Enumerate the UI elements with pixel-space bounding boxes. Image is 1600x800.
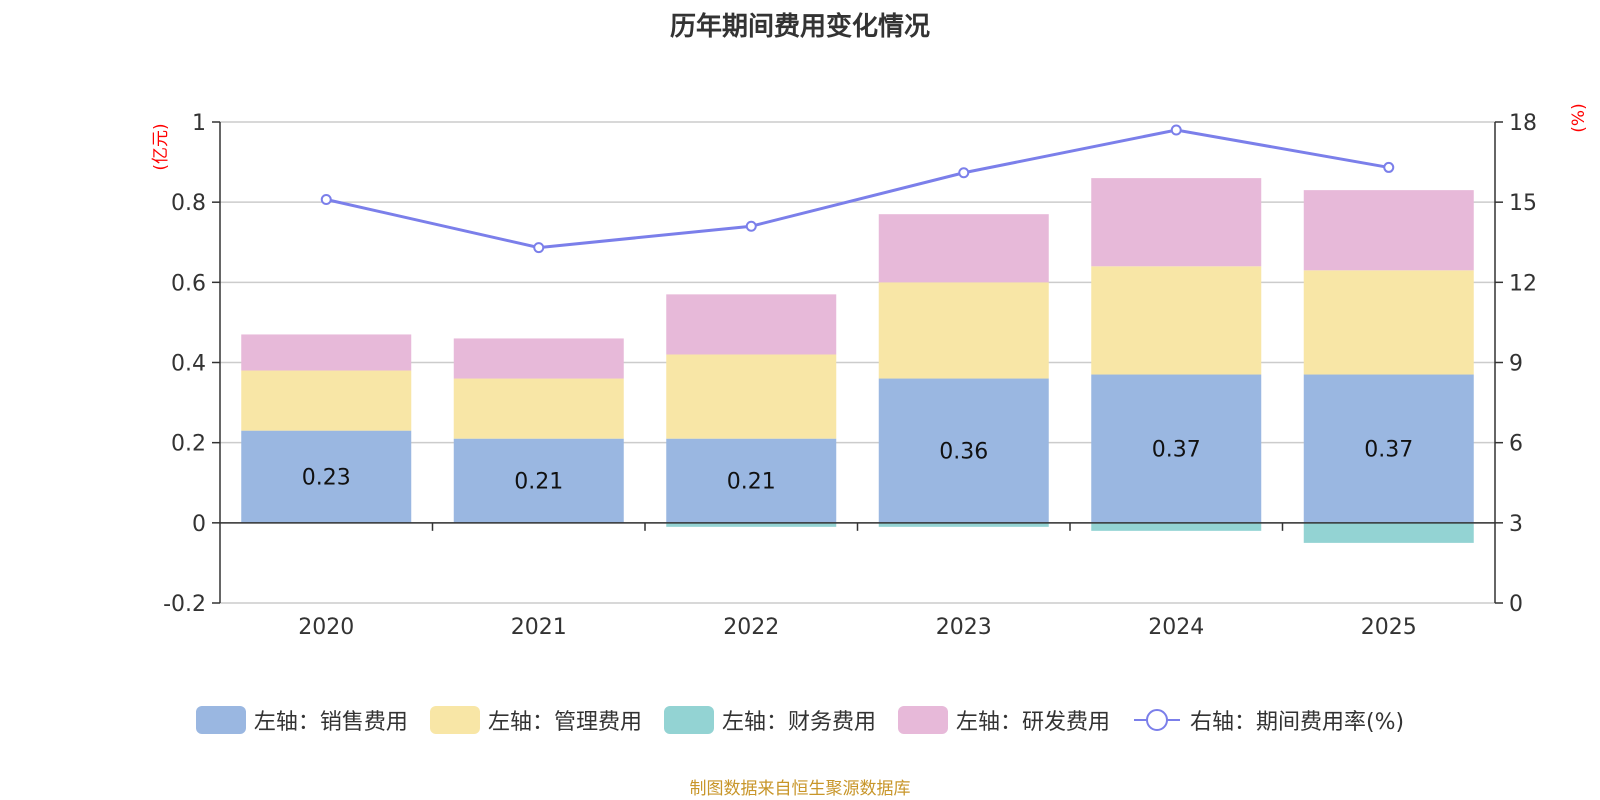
legend-item-finance[interactable]: 左轴：财务费用	[663, 704, 876, 736]
bar-segment-1-2023	[878, 378, 1049, 523]
legend-label-rd: 左轴：研发费用	[955, 710, 1110, 735]
x-axis-tick-label: 2020	[298, 615, 354, 640]
legend-swatch-admin	[429, 706, 480, 734]
bar-segment-4-2024	[1091, 178, 1262, 267]
bar-data-label: 0.37	[1364, 438, 1413, 463]
left-axis-tick-label: 1	[192, 111, 206, 136]
x-axis-tick-label: 2021	[511, 615, 567, 640]
x-axis-tick-label: 2024	[1148, 615, 1204, 640]
bar-segment-1-2020	[241, 430, 412, 523]
right-axis-tick-label: 6	[1509, 432, 1523, 457]
bar-data-label: 0.21	[514, 470, 563, 495]
bar-segment-3-2023	[878, 522, 1049, 527]
x-axis-tick-label: 2022	[723, 615, 779, 640]
bar-data-label: 0.37	[1152, 438, 1201, 463]
bar-segment-3-2025	[1303, 522, 1474, 543]
left-axis-tick-label: 0.6	[171, 271, 206, 296]
bar-segment-2-2025	[1303, 270, 1474, 375]
stacked-bar-line-chart: -0.2 0 0.2 0.4 0.6 0.8 1 0 3 6 9 12 15 18 (亿元) (%) 0.23 0…	[151, 103, 1589, 640]
bar-segment-2-2020	[241, 370, 412, 431]
legend-label-admin: 左轴：管理费用	[487, 710, 642, 735]
left-axis-tick-label: 0.2	[171, 432, 206, 457]
bar-segment-2-2022	[666, 354, 837, 439]
x-axis-tick-label: 2023	[936, 615, 992, 640]
right-axis-tick-label: 9	[1509, 352, 1523, 377]
expense-rate-point-2021	[533, 242, 545, 254]
left-axis-tick-label: 0	[192, 512, 206, 537]
bar-data-label: 0.36	[939, 440, 988, 465]
x-axis-tick-label: 2025	[1361, 615, 1417, 640]
legend-label-finance: 左轴：财务费用	[721, 710, 876, 735]
bar-segment-4-2020	[241, 334, 412, 371]
legend: 左轴：销售费用 左轴：管理费用 左轴：财务费用 左轴：研发费用 右轴：期间费用率…	[0, 704, 1600, 736]
right-axis-tick-label: 15	[1509, 191, 1537, 216]
bar-segment-3-2024	[1091, 522, 1262, 531]
bar-data-label: 0.21	[727, 470, 776, 495]
legend-item-admin[interactable]: 左轴：管理费用	[429, 704, 642, 736]
bar-segment-4-2023	[878, 214, 1049, 283]
bar-segment-4-2025	[1303, 190, 1474, 271]
legend-label-sales: 左轴：销售费用	[253, 710, 408, 735]
bar-segment-1-2025	[1303, 374, 1474, 523]
bar-segment-1-2021	[453, 438, 624, 523]
legend-swatch-rd	[897, 706, 948, 734]
expense-rate-point-2023	[958, 167, 970, 179]
bar-data-label: 0.23	[302, 466, 351, 491]
right-axis-tick-label: 12	[1509, 271, 1537, 296]
legend-line-marker-icon	[1133, 709, 1180, 731]
data-source-note: 制图数据来自恒生聚源数据库	[689, 779, 911, 799]
expense-rate-point-2025	[1383, 161, 1395, 173]
bar-segment-4-2021	[453, 338, 624, 379]
right-axis-tick-label: 0	[1509, 592, 1523, 617]
bar-segment-4-2022	[666, 294, 837, 355]
bar-segment-2-2024	[1091, 266, 1262, 375]
expense-rate-point-2020	[320, 193, 332, 205]
bar-segment-2-2021	[453, 378, 624, 439]
left-axis-tick-label: 0.4	[171, 352, 206, 377]
expense-rate-point-2024	[1170, 124, 1182, 136]
left-axis-tick-label: 0.8	[171, 191, 206, 216]
expense-rate-line	[325, 128, 1390, 250]
legend-swatch-sales	[195, 706, 246, 734]
chart-title: 历年期间费用变化情况	[669, 12, 930, 42]
legend-swatch-finance	[663, 706, 714, 734]
right-axis-tick-label: 3	[1509, 512, 1523, 537]
bar-segment-1-2022	[666, 438, 837, 523]
bar-segment-3-2022	[666, 522, 837, 527]
bar-segment-2-2023	[878, 282, 1049, 379]
legend-item-sales[interactable]: 左轴：销售费用	[195, 704, 408, 736]
right-axis-unit: (%)	[1569, 103, 1589, 132]
left-axis-tick-label: -0.2	[163, 592, 206, 617]
legend-label-expense-rate: 右轴：期间费用率(%)	[1189, 710, 1405, 735]
left-axis-unit: (亿元)	[151, 123, 171, 170]
expense-rate-point-2022	[745, 220, 757, 232]
right-axis-tick-label: 18	[1509, 111, 1537, 136]
legend-item-expense-rate[interactable]: 右轴：期间费用率(%)	[1132, 704, 1404, 736]
bar-segment-1-2024	[1091, 374, 1262, 523]
legend-item-rd[interactable]: 左轴：研发费用	[897, 704, 1110, 736]
